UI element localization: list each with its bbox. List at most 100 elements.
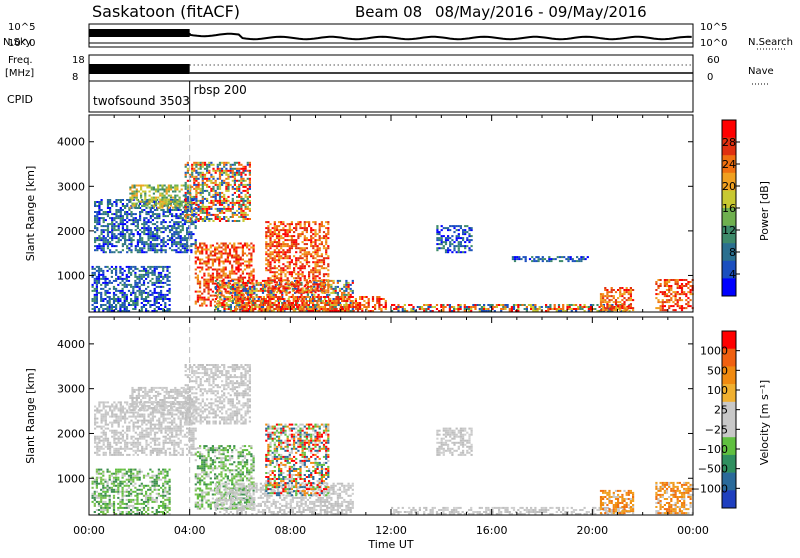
power-echo-cell	[100, 306, 102, 308]
power-echo-cell	[611, 309, 613, 311]
power-echo-cell	[280, 237, 282, 239]
power-echo-cell	[232, 186, 234, 188]
power-echo-cell	[265, 257, 267, 259]
power-echo-cell	[619, 293, 621, 295]
power-echo-cell	[343, 284, 345, 286]
power-echo-cell	[166, 266, 168, 268]
power-echo-cell	[156, 217, 158, 219]
power-echo-cell	[282, 279, 284, 281]
power-echo-cell	[107, 284, 109, 286]
power-echo-cell	[325, 235, 327, 237]
power-echo-cell	[280, 271, 282, 273]
power-echo-cell	[107, 225, 109, 227]
power-echo-cell	[166, 205, 168, 207]
power-echo-cell	[162, 294, 164, 296]
power-echo-cell	[238, 269, 240, 271]
velocity-echo-cell	[94, 422, 96, 424]
power-echo-cell	[130, 272, 132, 274]
power-echo-cell	[160, 290, 162, 292]
power-echo-cell	[262, 306, 264, 308]
power-echo-cell	[109, 308, 111, 310]
power-echo-cell	[232, 168, 234, 170]
power-echo-cell	[119, 290, 121, 292]
power-echo-cell	[447, 251, 449, 253]
power-echo-cell	[186, 237, 188, 239]
power-echo-cell	[600, 299, 602, 301]
power-echo-cell	[512, 258, 514, 260]
power-echo-cell	[458, 225, 460, 227]
power-echo-cell	[101, 201, 103, 203]
power-echo-cell	[378, 300, 380, 302]
power-echo-cell	[516, 256, 518, 258]
power-echo-cell	[299, 223, 301, 225]
power-echo-cell	[308, 221, 310, 223]
power-echo-cell	[160, 247, 162, 249]
velocity-echo-cell	[105, 452, 107, 454]
power-echo-cell	[141, 231, 143, 233]
power-echo-cell	[245, 174, 247, 176]
power-echo-cell	[206, 210, 208, 212]
power-echo-cell	[134, 294, 136, 296]
power-echo-cell	[282, 229, 284, 231]
power-echo-cell	[133, 221, 135, 223]
power-echo-cell	[208, 206, 210, 208]
power-echo-cell	[368, 300, 370, 302]
power-echo-cell	[232, 206, 234, 208]
power-echo-cell	[596, 304, 598, 306]
power-echo-cell	[202, 218, 204, 220]
power-echo-cell	[306, 251, 308, 253]
power-echo-cell	[238, 168, 240, 170]
power-echo-cell	[98, 272, 100, 274]
power-echo-cell	[154, 296, 156, 298]
power-echo-cell	[191, 166, 193, 168]
power-echo-cell	[118, 223, 120, 225]
power-echo-cell	[687, 291, 689, 293]
power-colorbar-title: Power [dB]	[758, 181, 771, 241]
power-echo-cell	[345, 294, 347, 296]
power-echo-cell	[115, 241, 117, 243]
power-echo-cell	[202, 172, 204, 174]
power-echo-cell	[102, 304, 104, 306]
power-echo-cell	[169, 290, 171, 292]
power-echo-cell	[276, 229, 278, 231]
power-echo-cell	[470, 308, 472, 310]
power-echo-cell	[274, 273, 276, 275]
power-echo-cell	[132, 270, 134, 272]
power-echo-cell	[235, 302, 237, 304]
power-echo-cell	[195, 196, 197, 198]
power-echo-cell	[168, 185, 170, 187]
power-echo-cell	[96, 280, 98, 282]
power-echo-cell	[130, 245, 132, 247]
power-echo-cell	[141, 302, 143, 304]
power-echo-cell	[215, 190, 217, 192]
power-echo-cell	[200, 172, 202, 174]
power-echo-cell	[276, 247, 278, 249]
power-echo-cell	[227, 275, 229, 277]
power-echo-cell	[139, 219, 141, 221]
power-echo-cell	[317, 287, 319, 289]
power-echo-cell	[550, 260, 552, 262]
power-echo-cell	[265, 285, 267, 287]
power-echo-cell	[103, 235, 105, 237]
power-echo-cell	[233, 257, 235, 259]
power-echo-cell	[131, 185, 133, 187]
power-echo-cell	[104, 276, 106, 278]
power-echo-cell	[122, 306, 124, 308]
power-echo-cell	[162, 278, 164, 280]
power-echo-cell	[120, 209, 122, 211]
power-echo-cell	[208, 269, 210, 271]
power-echo-cell	[262, 286, 264, 288]
power-echo-cell	[190, 251, 192, 253]
power-echo-cell	[323, 231, 325, 233]
power-echo-cell	[100, 284, 102, 286]
power-echo-cell	[166, 199, 168, 201]
power-echo-cell	[278, 287, 280, 289]
power-echo-cell	[186, 251, 188, 253]
power-echo-cell	[221, 208, 223, 210]
power-echo-cell	[552, 258, 554, 260]
power-echo-cell	[201, 299, 203, 301]
power-echo-cell	[269, 253, 271, 255]
power-echo-cell	[282, 237, 284, 239]
power-echo-cell	[92, 286, 94, 288]
power-echo-cell	[120, 217, 122, 219]
